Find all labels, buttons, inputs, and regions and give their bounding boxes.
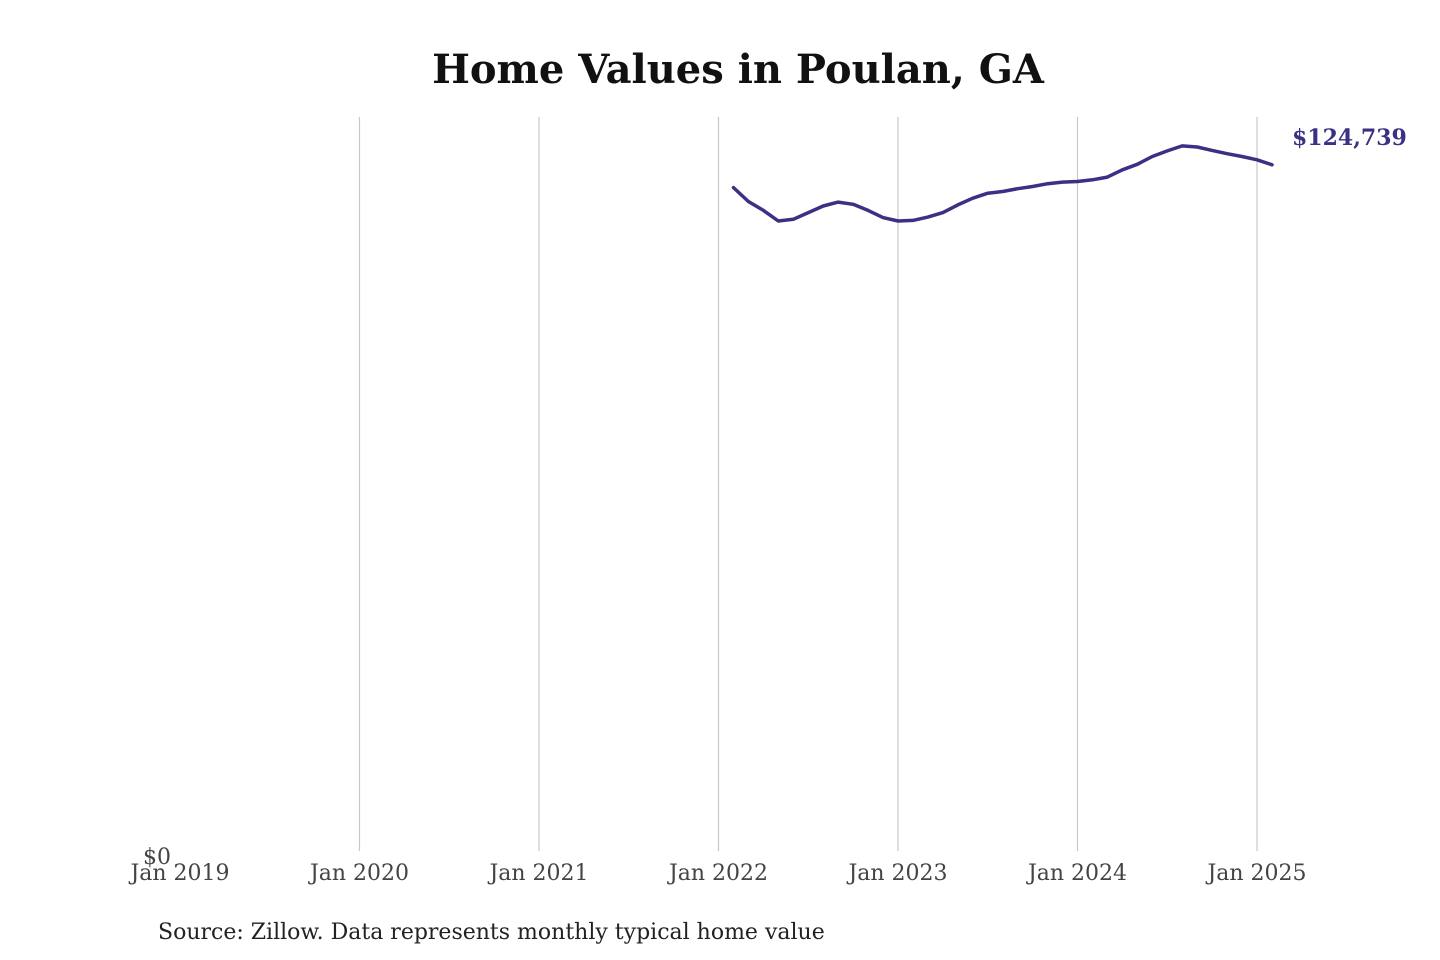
x-tick-label: Jan 2024	[1026, 861, 1127, 886]
vertical-gridlines	[358, 117, 1258, 851]
x-tick-label: Jan 2025	[1205, 861, 1306, 886]
x-tick-label: Jan 2020	[308, 861, 409, 886]
x-tick-label: Jan 2022	[667, 861, 768, 886]
x-tick-label: Jan 2019	[128, 861, 229, 886]
chart-title: Home Values in Poulan, GA	[432, 46, 1045, 93]
x-tick-label: Jan 2023	[846, 861, 947, 886]
y-tick-label: $0	[143, 845, 171, 870]
source-note: Source: Zillow. Data represents monthly …	[158, 920, 825, 945]
x-tick-label: Jan 2021	[487, 861, 588, 886]
y-axis-tick-labels: $0	[143, 845, 171, 870]
x-axis-tick-labels: Jan 2019 Jan 2020 Jan 2021 Jan 2022 Jan 2023…	[128, 861, 1306, 886]
latest-value-label: $124,739	[1292, 125, 1407, 151]
home-value-line	[731, 144, 1274, 223]
